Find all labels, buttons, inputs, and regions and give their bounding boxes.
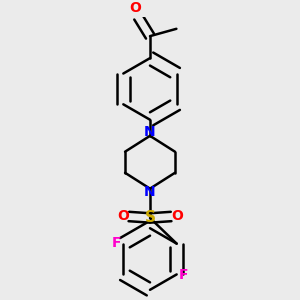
Text: N: N xyxy=(144,185,156,200)
Text: O: O xyxy=(117,209,129,224)
Text: N: N xyxy=(144,125,156,139)
Text: S: S xyxy=(145,211,155,226)
Text: O: O xyxy=(129,1,141,15)
Text: F: F xyxy=(111,236,121,250)
Text: O: O xyxy=(171,209,183,224)
Text: F: F xyxy=(179,268,189,282)
